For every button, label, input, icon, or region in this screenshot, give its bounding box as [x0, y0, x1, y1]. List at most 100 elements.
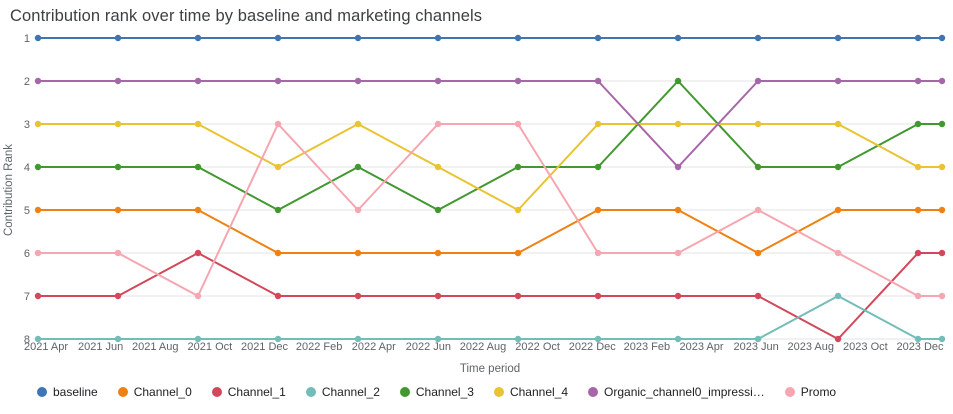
data-point-marker — [914, 249, 922, 257]
data-point-marker — [674, 163, 682, 171]
data-point-marker — [834, 292, 842, 300]
legend-color-dot — [211, 387, 222, 397]
data-point-marker — [434, 77, 442, 85]
data-point-marker — [834, 335, 842, 343]
data-point-marker — [514, 120, 522, 128]
data-point-marker — [194, 120, 202, 128]
series-baseline — [34, 34, 946, 42]
data-point-marker — [938, 335, 946, 343]
legend-label: Channel_3 — [415, 385, 474, 399]
data-point-marker — [114, 335, 122, 343]
series-Channel_1 — [34, 249, 946, 343]
data-point-marker — [34, 249, 42, 257]
legend-item-organic-channel0-impressi[interactable]: Organic_channel0_impressi… — [588, 385, 765, 399]
legend-item-channel-4[interactable]: Channel_4 — [493, 385, 568, 399]
data-point-marker — [274, 249, 282, 257]
x-tick-label: 2021 Apr — [24, 341, 68, 353]
x-tick-label: 2021 Oct — [188, 341, 233, 353]
data-point-marker — [514, 77, 522, 85]
data-point-marker — [194, 163, 202, 171]
data-point-marker — [594, 120, 602, 128]
x-tick-label: 2021 Dec — [241, 341, 289, 353]
x-tick-label: 2023 Aug — [788, 341, 835, 353]
data-point-marker — [674, 292, 682, 300]
series-Channel_2 — [34, 292, 946, 343]
data-point-marker — [834, 77, 842, 85]
data-point-marker — [114, 120, 122, 128]
data-point-marker — [674, 206, 682, 214]
data-point-marker — [114, 249, 122, 257]
data-point-marker — [594, 77, 602, 85]
legend-color-dot — [493, 387, 504, 397]
data-point-marker — [34, 77, 42, 85]
data-point-marker — [194, 249, 202, 257]
x-tick-label: 2022 Apr — [352, 341, 396, 353]
data-point-marker — [274, 34, 282, 42]
series-Channel_0 — [34, 206, 946, 257]
data-point-marker — [754, 249, 762, 257]
data-point-marker — [354, 335, 362, 343]
x-tick-label: 2022 Feb — [296, 341, 342, 353]
legend-item-channel-3[interactable]: Channel_3 — [399, 385, 474, 399]
legend-item-promo[interactable]: Promo — [784, 385, 837, 399]
legend-label: Promo — [800, 385, 837, 399]
data-point-marker — [354, 163, 362, 171]
series-line — [37, 209, 943, 254]
data-point-marker — [938, 120, 946, 128]
data-point-marker — [834, 120, 842, 128]
data-point-marker — [754, 206, 762, 214]
data-point-marker — [274, 292, 282, 300]
data-point-marker — [434, 34, 442, 42]
legend-item-baseline[interactable]: baseline — [37, 385, 98, 399]
data-point-marker — [754, 163, 762, 171]
data-point-marker — [34, 120, 42, 128]
data-point-marker — [938, 206, 946, 214]
series-line — [37, 295, 943, 340]
series-Organic_channel0_impressi- — [34, 77, 946, 171]
data-point-marker — [594, 292, 602, 300]
legend-item-channel-2[interactable]: Channel_2 — [305, 385, 380, 399]
data-point-marker — [354, 249, 362, 257]
data-point-marker — [354, 206, 362, 214]
legend-item-channel-0[interactable]: Channel_0 — [117, 385, 192, 399]
legend-label: baseline — [53, 385, 98, 399]
x-tick-label: 2023 Jun — [733, 341, 778, 353]
data-point-marker — [514, 292, 522, 300]
x-tick-label: 2023 Apr — [679, 341, 723, 353]
legend-label: Channel_1 — [227, 385, 286, 399]
data-point-marker — [194, 34, 202, 42]
data-point-marker — [354, 77, 362, 85]
legend-label: Organic_channel0_impressi… — [604, 385, 765, 399]
data-point-marker — [674, 77, 682, 85]
data-point-marker — [914, 77, 922, 85]
data-point-marker — [754, 335, 762, 343]
legend-color-dot — [305, 387, 316, 397]
data-point-marker — [594, 163, 602, 171]
data-point-marker — [434, 163, 442, 171]
data-point-marker — [434, 335, 442, 343]
data-point-marker — [674, 120, 682, 128]
y-tick-label: 8 — [24, 334, 30, 346]
x-tick-label: 2022 Oct — [515, 341, 560, 353]
data-point-marker — [754, 292, 762, 300]
data-point-marker — [434, 206, 442, 214]
data-point-marker — [914, 206, 922, 214]
data-point-marker — [514, 163, 522, 171]
legend-item-channel-1[interactable]: Channel_1 — [211, 385, 286, 399]
data-point-marker — [274, 206, 282, 214]
legend-color-dot — [784, 387, 795, 397]
data-point-marker — [114, 292, 122, 300]
data-point-marker — [914, 163, 922, 171]
x-tick-label: 2023 Feb — [624, 341, 670, 353]
data-point-marker — [274, 77, 282, 85]
data-point-marker — [514, 34, 522, 42]
legend-label: Channel_0 — [133, 385, 192, 399]
data-point-marker — [274, 163, 282, 171]
chart-title: Contribution rank over time by baseline … — [10, 7, 483, 25]
data-point-marker — [194, 206, 202, 214]
data-point-marker — [34, 163, 42, 171]
data-point-marker — [938, 77, 946, 85]
data-point-marker — [914, 292, 922, 300]
data-point-marker — [938, 249, 946, 257]
x-tick-label: 2022 Jun — [406, 341, 451, 353]
